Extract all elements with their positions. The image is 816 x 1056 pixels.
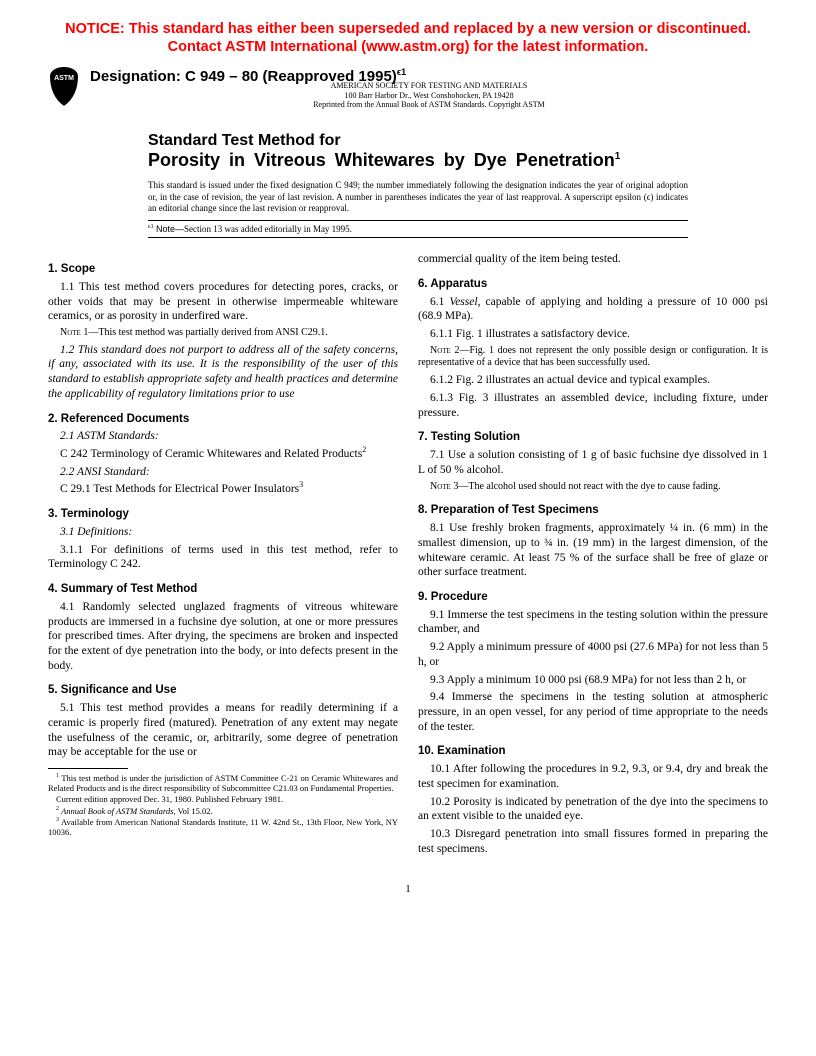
notice-banner: NOTICE: This standard has either been su… [48, 20, 768, 56]
designation-col: Designation: C 949 – 80 (Reapproved 1995… [90, 66, 768, 120]
ref-c242-text: C 242 Terminology of Ceramic Whitewares … [60, 448, 362, 460]
note-2-text: Fig. 1 does not represent the only possi… [418, 345, 768, 369]
section-6-head: 6. Apparatus [418, 277, 768, 292]
section-2-head: 2. Referenced Documents [48, 412, 398, 427]
ref-c242: C 242 Terminology of Ceramic Whitewares … [48, 447, 398, 462]
para-3-1: 3.1 Definitions: [48, 525, 398, 540]
header-row: ASTM Designation: C 949 – 80 (Reapproved… [48, 66, 768, 120]
epsilon-text: Section 13 was added editorially in May … [184, 224, 352, 234]
section-5-head: 5. Significance and Use [48, 683, 398, 698]
society-line1: AMERICAN SOCIETY FOR TESTING AND MATERIA… [331, 81, 528, 90]
ref-c291: C 29.1 Test Methods for Electrical Power… [48, 482, 398, 497]
note-1-text: This test method was partially derived f… [98, 327, 327, 338]
ref-c291-text: C 29.1 Test Methods for Electrical Power… [60, 483, 299, 495]
issuance-statement: This standard is issued under the fixed … [148, 180, 688, 214]
notice-line1: NOTICE: This standard has either been su… [65, 21, 751, 37]
footnote-2: 2 Annual Book of ASTM Standards, Vol 15.… [48, 806, 398, 816]
epsilon-symbol: ϵ1 [148, 223, 154, 230]
para-1-1: 1.1 This test method covers procedures f… [48, 280, 398, 324]
section-4-head: 4. Summary of Test Method [48, 582, 398, 597]
notice-line2: Contact ASTM International (www.astm.org… [168, 39, 649, 55]
title-main-text: Porosity in Vitreous Whitewares by Dye P… [148, 150, 615, 170]
para-9-3: 9.3 Apply a minimum 10 000 psi (68.9 MPa… [418, 673, 768, 688]
footnote-3-text: Available from American National Standar… [48, 817, 398, 837]
title-kicker: Standard Test Method for [148, 132, 768, 150]
note-2-lead: Note 2— [430, 345, 469, 356]
section-3-head: 3. Terminology [48, 507, 398, 522]
title-block: Standard Test Method for Porosity in Vit… [148, 132, 768, 170]
svg-text:ASTM: ASTM [54, 75, 74, 82]
society-line3: Reprinted from the Annual Book of ASTM S… [313, 100, 545, 109]
footnote-1-text: This test method is under the jurisdicti… [48, 773, 398, 793]
society-line2: 100 Barr Harbor Dr., West Conshohocken, … [344, 91, 513, 100]
logo-container: ASTM [48, 66, 80, 111]
footnote-1b: Current edition approved Dec. 31, 1980. … [48, 794, 398, 804]
para-9-1: 9.1 Immerse the test specimens in the te… [418, 608, 768, 637]
section-1-head: 1. Scope [48, 262, 398, 277]
para-10-3: 10.3 Disregard penetration into small fi… [418, 827, 768, 856]
note-2: Note 2—Fig. 1 does not represent the onl… [418, 345, 768, 371]
body-columns: 1. Scope 1.1 This test method covers pro… [48, 252, 768, 859]
para-8-1: 8.1 Use freshly broken fragments, approx… [418, 521, 768, 580]
epsilon-lead: Note— [156, 224, 184, 234]
para-6-1: 6.1 Vessel, capable of applying and hold… [418, 295, 768, 324]
para-2-2: 2.2 ANSI Standard: [48, 465, 398, 480]
title-main: Porosity in Vitreous Whitewares by Dye P… [148, 150, 768, 171]
section-7-head: 7. Testing Solution [418, 430, 768, 445]
para-5-1: 5.1 This test method provides a means fo… [48, 701, 398, 760]
note-3: Note 3—The alcohol used should not react… [418, 481, 768, 494]
para-6-1-vessel: Vessel [449, 296, 477, 308]
para-3-1-1: 3.1.1 For definitions of terms used in t… [48, 543, 398, 572]
para-6-1a: 6.1 [430, 296, 449, 308]
footnote-2a: Annual Book of ASTM Standards [61, 806, 173, 816]
para-7-1: 7.1 Use a solution consisting of 1 g of … [418, 448, 768, 477]
para-10-1: 10.1 After following the procedures in 9… [418, 762, 768, 791]
note-1: Note 1—This test method was partially de… [48, 327, 398, 340]
section-9-head: 9. Procedure [418, 590, 768, 605]
note-3-text: The alcohol used should not react with t… [468, 481, 720, 492]
epsilon-note: ϵ1 Note—Section 13 was added editorially… [148, 220, 688, 238]
para-9-4: 9.4 Immerse the specimens in the testing… [418, 690, 768, 734]
para-5-1b: commercial quality of the item being tes… [418, 252, 768, 267]
designation-superscript: ϵ1 [397, 67, 406, 77]
page-number: 1 [48, 883, 768, 895]
para-4-1: 4.1 Randomly selected unglazed fragments… [48, 600, 398, 674]
para-6-1-1: 6.1.1 Fig. 1 illustrates a satisfactory … [418, 327, 768, 342]
page: NOTICE: This standard has either been su… [0, 0, 816, 915]
para-10-2: 10.2 Porosity is indicated by penetratio… [418, 795, 768, 824]
footnote-1: 1 This test method is under the jurisdic… [48, 773, 398, 793]
section-10-head: 10. Examination [418, 744, 768, 759]
para-1-2: 1.2 This standard does not purport to ad… [48, 343, 398, 402]
section-8-head: 8. Preparation of Test Specimens [418, 503, 768, 518]
note-3-lead: Note 3— [430, 481, 468, 492]
footnote-2b: , Vol 15.02. [173, 806, 212, 816]
footnote-rule [48, 768, 128, 769]
astm-logo-icon: ASTM [48, 66, 80, 106]
para-6-1-3: 6.1.3 Fig. 3 illustrates an assembled de… [418, 391, 768, 420]
para-2-1: 2.1 ASTM Standards: [48, 429, 398, 444]
footnotes: 1 This test method is under the jurisdic… [48, 773, 398, 837]
para-6-1-2: 6.1.2 Fig. 2 illustrates an actual devic… [418, 373, 768, 388]
society-block: AMERICAN SOCIETY FOR TESTING AND MATERIA… [90, 81, 768, 110]
note-1-lead: Note 1— [60, 327, 98, 338]
para-9-2: 9.2 Apply a minimum pressure of 4000 psi… [418, 640, 768, 669]
title-footref: 1 [615, 151, 621, 162]
footnote-3: 3 Available from American National Stand… [48, 817, 398, 837]
